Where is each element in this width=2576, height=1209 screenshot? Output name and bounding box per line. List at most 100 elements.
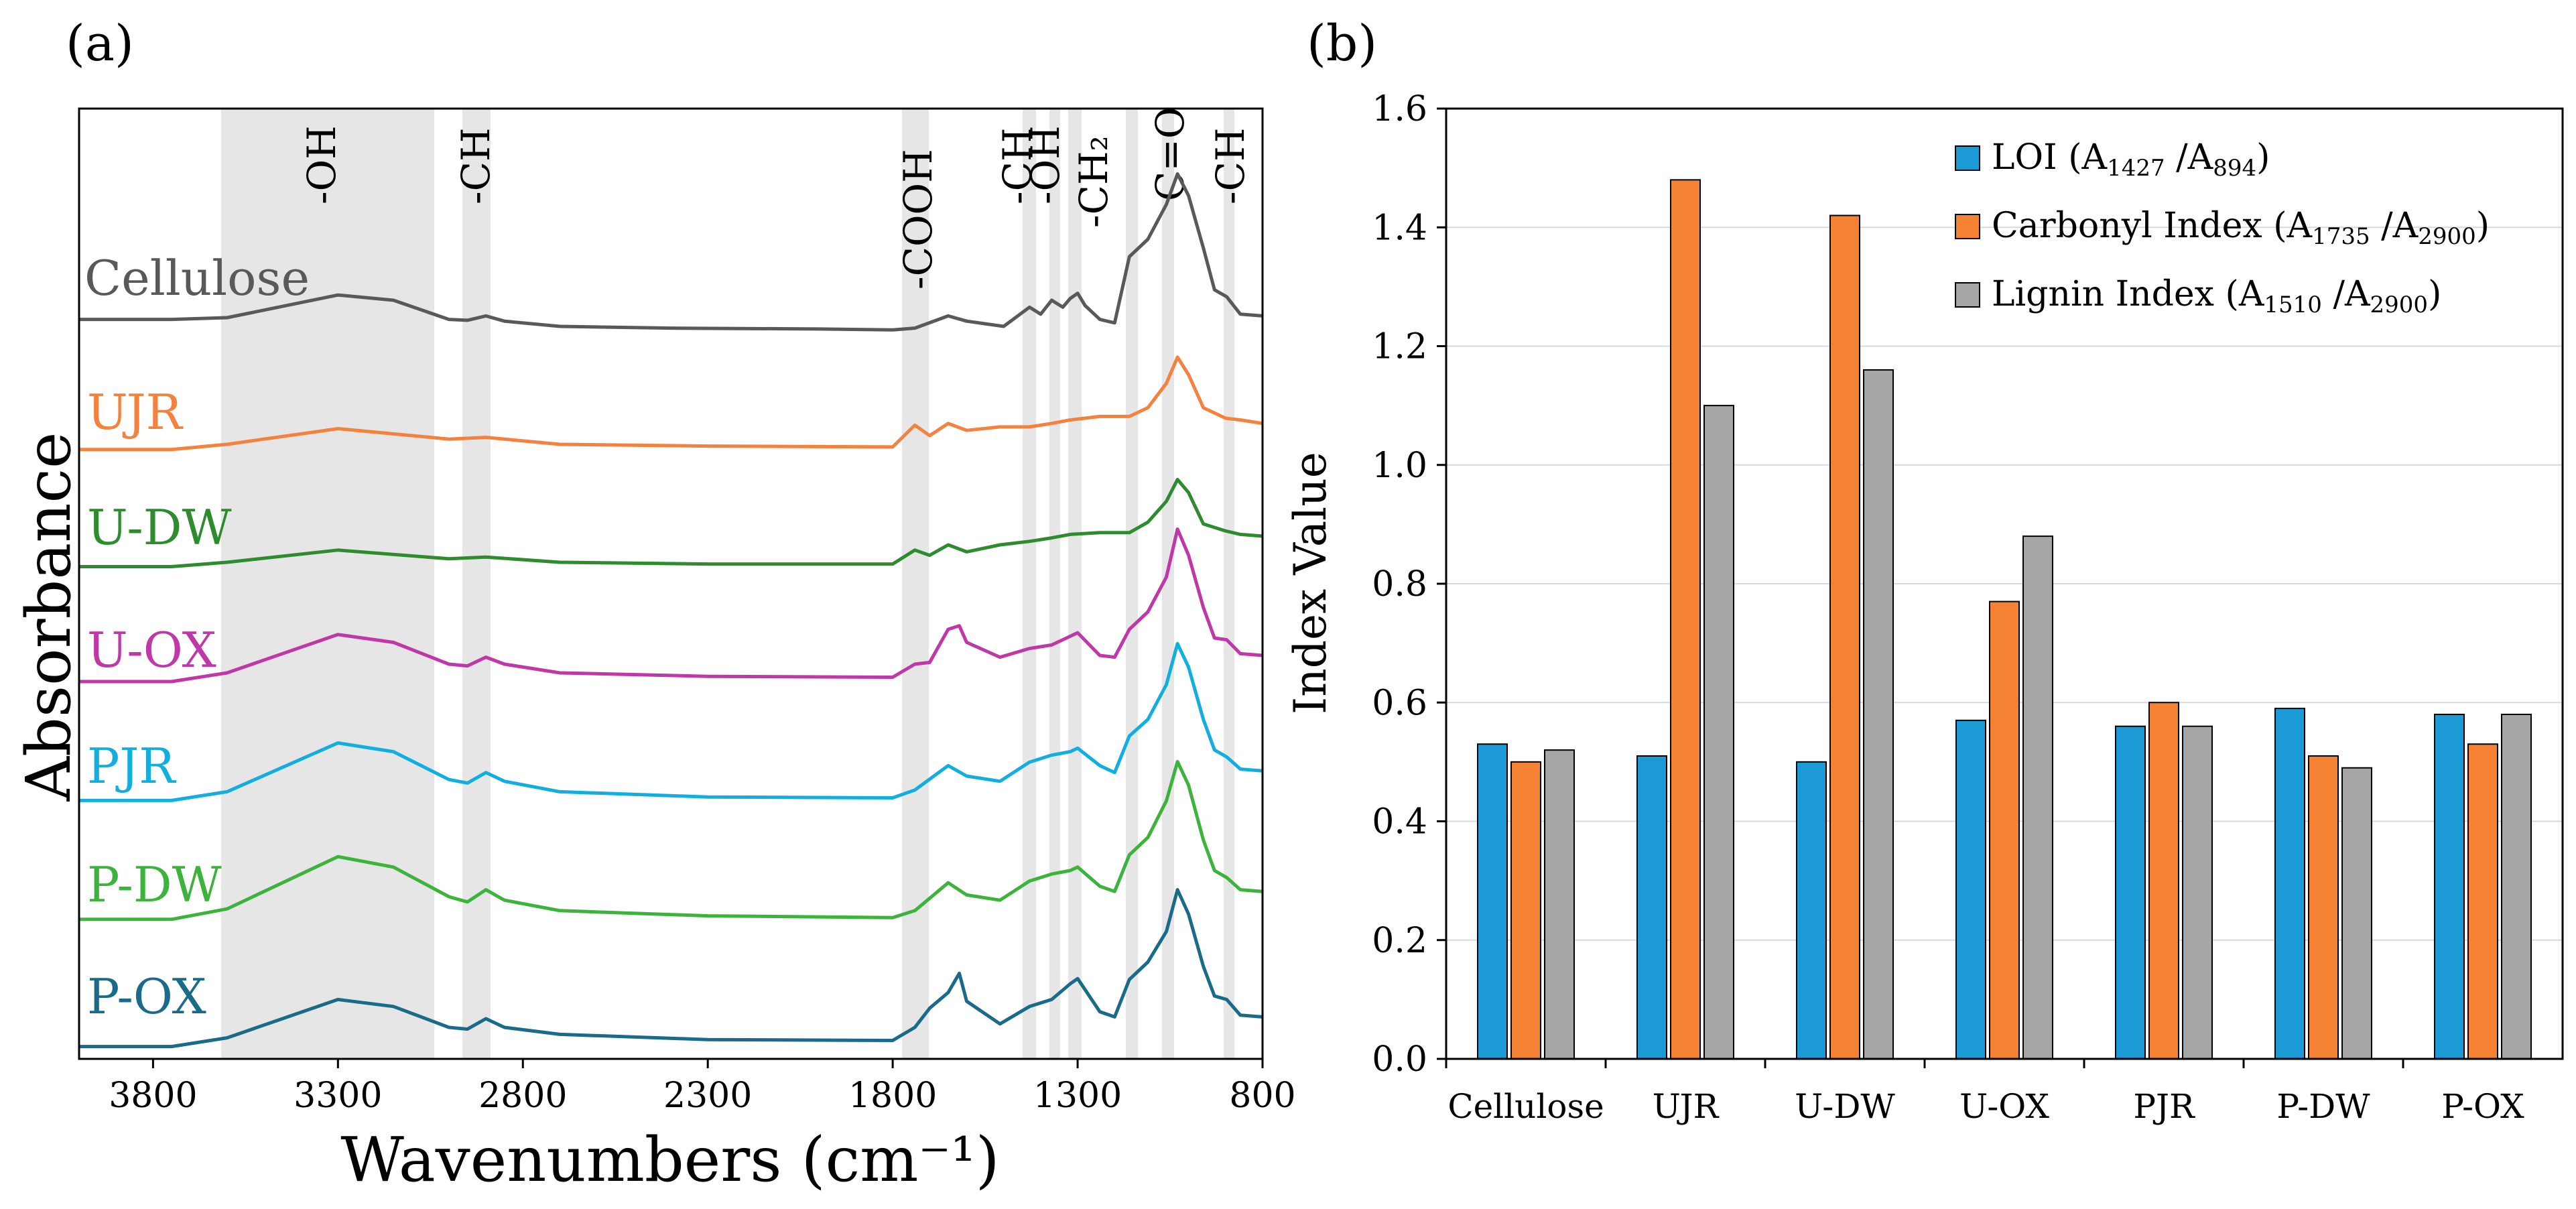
band-label: -OH: [299, 125, 344, 204]
series-label-pjr: PJR: [87, 738, 176, 794]
band-cooh: [902, 109, 929, 1059]
series-label-u-ox: U-OX: [87, 622, 216, 678]
bar-carbonyl-index-u-ox: [1989, 600, 2020, 1060]
bar-carbonyl-index-p-dw: [2308, 755, 2339, 1060]
series-label-p-ox: P-OX: [87, 968, 206, 1025]
band-co: [1162, 109, 1174, 1059]
y-tick-label: 0.2: [1372, 921, 1427, 961]
x-axis-ticks: 3800 3300 2800 2300 1800 1300 800: [109, 1059, 1296, 1116]
x-category-label: P-OX: [2441, 1087, 2524, 1126]
spectrum-line-cellulose: [79, 172, 1263, 332]
spectrum-line-u-dw: [79, 478, 1263, 568]
x-tick-label: 1300: [1033, 1076, 1122, 1116]
bar-lignin-index-p-ox: [2501, 713, 2532, 1060]
series-label-ujr: UJR: [87, 384, 184, 440]
bar-loi-p-ox: [2434, 713, 2465, 1060]
bar-loi-ujr: [1636, 755, 1667, 1060]
y-axis-label: Absorbance: [13, 432, 84, 802]
spectrum-line-u-ox: [79, 527, 1263, 684]
bar-lignin-index-p-dw: [2341, 767, 2372, 1060]
x-tick-label: 1800: [848, 1076, 937, 1116]
x-category-label: UJR: [1653, 1087, 1720, 1126]
bar-lignin-index-pjr: [2182, 725, 2213, 1060]
x-category-label: PJR: [2133, 1087, 2195, 1126]
series-label-cellulose: Cellulose: [84, 250, 310, 306]
band-label: -CH: [994, 127, 1040, 204]
bars: [1477, 179, 2532, 1060]
y-tick-label: 0.0: [1372, 1039, 1427, 1080]
absorption-bands: [221, 109, 1234, 1059]
legend-swatch-carbonyl: [1955, 214, 1980, 239]
y-tick-label: 1.0: [1372, 446, 1427, 486]
y-axis-ticks: 0.0 0.2 0.4 0.6 0.8 1.0 1.2 1.4 1.6: [1372, 89, 1446, 1080]
bar-lignin-index-u-dw: [1863, 369, 1894, 1060]
x-tick-label: 3300: [294, 1076, 382, 1116]
band-label: -CH₂: [1071, 135, 1116, 228]
x-tick-label: 3800: [109, 1076, 197, 1116]
x-tick-label: 2800: [478, 1076, 567, 1116]
band-oh-1370: [1049, 109, 1060, 1059]
y-tick-label: 1.4: [1372, 208, 1427, 248]
bar-carbonyl-index-pjr: [2148, 702, 2179, 1060]
band-ch2-1320: [1068, 109, 1082, 1059]
bar-lignin-index-u-ox: [2022, 535, 2053, 1060]
plot-frame: [1445, 107, 2564, 1060]
legend-swatch-lignin: [1955, 282, 1980, 308]
legend-text-carbonyl: Carbonyl Index (A1735 /A2900): [1992, 206, 2490, 250]
y-axis-label: Index Value: [1285, 452, 1336, 714]
x-category-label: U-DW: [1795, 1087, 1895, 1126]
series-label-p-dw: P-DW: [87, 856, 222, 913]
bar-carbonyl-index-cellulose: [1510, 761, 1541, 1060]
spectrum-line-pjr: [79, 641, 1263, 802]
bar-lignin-index-cellulose: [1544, 749, 1575, 1060]
spectrum-line-ujr: [79, 355, 1263, 452]
band-label: C=O: [1147, 107, 1193, 201]
bar-carbonyl-index-u-dw: [1829, 214, 1860, 1060]
y-tick-label: 1.2: [1372, 327, 1427, 367]
legend-text-loi: LOI (A1427 /A894): [1992, 137, 2270, 182]
band-ch-897: [1224, 109, 1234, 1059]
legend: LOI (A1427 /A894) Carbonyl Index (A1735 …: [1955, 137, 2490, 318]
y-tick-label: 1.6: [1372, 89, 1427, 129]
series-label-u-dw: U-DW: [87, 499, 231, 556]
spectra-chart: -OH -CH -COOH -CH -OH -CH₂ C=O -CH Cellu…: [13, 107, 1296, 1196]
x-category-label: Cellulose: [1447, 1087, 1604, 1126]
bar-loi-p-dw: [2274, 708, 2305, 1060]
legend-swatch-loi: [1955, 145, 1980, 171]
panel-a-label: (a): [66, 15, 134, 72]
band-labels: -OH -CH -COOH -CH -OH -CH₂ C=O -CH: [299, 107, 1253, 290]
panel-b-label: (b): [1307, 15, 1377, 72]
x-category-label: P-DW: [2276, 1087, 2370, 1126]
band-label: -COOH: [895, 149, 941, 290]
band-ch-2900: [462, 109, 491, 1059]
bar-carbonyl-index-p-ox: [2467, 743, 2498, 1060]
band-ch-1427: [1023, 109, 1036, 1059]
spectrum-line-p-ox: [79, 888, 1263, 1049]
spectrum-line-p-dw: [79, 760, 1263, 921]
legend-item-carbonyl: Carbonyl Index (A1735 /A2900): [1955, 206, 2490, 250]
bar-lignin-index-ujr: [1703, 405, 1734, 1060]
legend-item-lignin: Lignin Index (A1510 /A2900): [1955, 274, 2441, 318]
x-category-label: U-OX: [1959, 1087, 2049, 1126]
band-label: -OH: [1023, 125, 1068, 204]
y-tick-label: 0.4: [1372, 802, 1427, 842]
band-label: -CH: [453, 127, 499, 204]
band-label: -CH: [1208, 127, 1253, 204]
x-tick-label: 2300: [663, 1076, 752, 1116]
bar-loi-pjr: [2115, 725, 2146, 1060]
legend-text-lignin: Lignin Index (A1510 /A2900): [1992, 274, 2441, 318]
spectra-series-labels: Cellulose UJR U-DW U-OX PJR P-DW P-OX: [84, 250, 310, 1025]
band-oh: [221, 109, 434, 1059]
legend-item-loi: LOI (A1427 /A894): [1955, 137, 2270, 182]
bar-carbonyl-index-ujr: [1670, 179, 1701, 1060]
index-bar-chart: 0.0 0.2 0.4 0.6 0.8 1.0 1.2 1.4 1.6 Cellulose UJR…: [1285, 89, 2564, 1126]
spectra-lines: [79, 172, 1263, 1049]
x-axis-category-labels: Cellulose UJR U-DW U-OX PJR P-DW P-OX: [1445, 1059, 2524, 1126]
y-tick-label: 0.8: [1372, 564, 1427, 604]
x-axis-label: Wavenumbers (cm⁻¹): [340, 1124, 999, 1196]
band-1160: [1126, 109, 1138, 1059]
plot-frame: [78, 107, 1264, 1060]
x-tick-label: 800: [1229, 1076, 1295, 1116]
bar-loi-cellulose: [1477, 743, 1508, 1060]
